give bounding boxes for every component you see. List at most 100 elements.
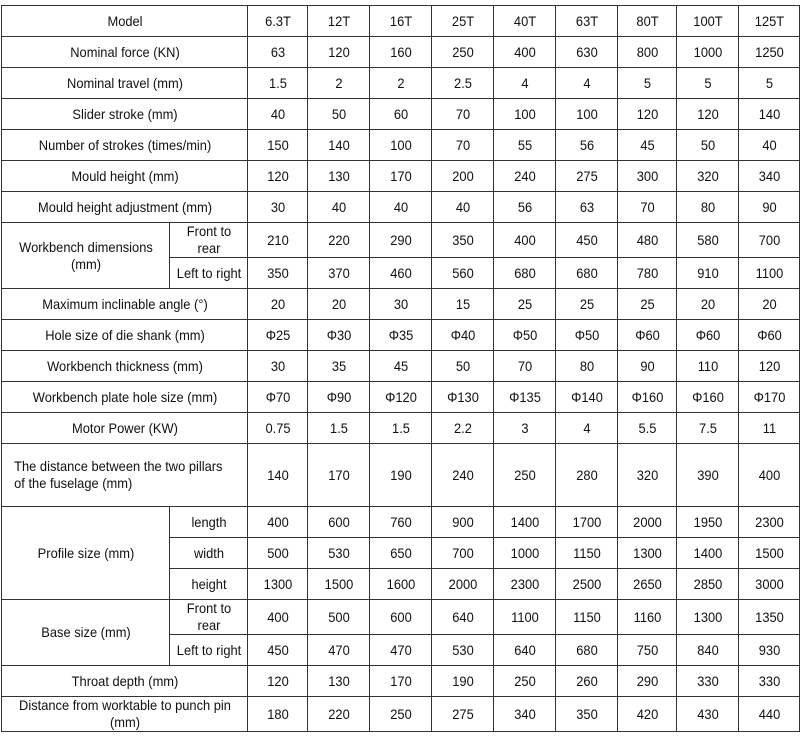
- header-row: Model 6.3T 12T 16T 25T 40T 63T 80T 100T 125T: [2, 5, 800, 37]
- value-cell: 160: [371, 36, 430, 68]
- value-cell: 530: [433, 634, 492, 666]
- model-header: 6.3T: [249, 5, 306, 37]
- value-cell: Φ130: [433, 381, 492, 413]
- value-cell: Φ135: [495, 381, 554, 413]
- spec-row: Workbench thickness (mm) 30 35 45 50 70 80 90 11…: [2, 350, 800, 382]
- value-cell: 70: [495, 350, 554, 382]
- model-header: 12T: [309, 5, 368, 37]
- value-cell: 120: [309, 36, 368, 68]
- value-cell: 680: [495, 257, 554, 289]
- value-cell: 210: [249, 222, 306, 258]
- row-label: Distance from worktable to punch pin (mm…: [10, 696, 239, 732]
- value-cell: 340: [495, 696, 554, 732]
- value-cell: 170: [371, 665, 430, 697]
- value-cell: 760: [371, 506, 430, 538]
- row-label: Maximum inclinable angle (°): [10, 288, 239, 320]
- value-cell: 2.2: [433, 412, 492, 444]
- value-cell: 140: [309, 129, 368, 161]
- value-cell: Φ25: [249, 319, 306, 351]
- value-cell: 650: [371, 537, 430, 569]
- value-cell: 120: [249, 160, 306, 192]
- value-cell: 56: [495, 191, 554, 223]
- spec-table: Model 6.3T 12T 16T 25T 40T 63T 80T 100T 125T Nomin…: [1, 5, 800, 732]
- value-cell: 2.5: [433, 67, 492, 99]
- value-cell: Φ170: [740, 381, 798, 413]
- value-cell: Φ90: [309, 381, 368, 413]
- value-cell: 1.5: [371, 412, 430, 444]
- value-cell: 63: [557, 191, 616, 223]
- value-cell: 275: [433, 696, 492, 732]
- value-cell: 60: [371, 98, 430, 130]
- value-cell: 330: [678, 665, 737, 697]
- spec-row: Number of strokes (times/min) 150 140 100 70…: [2, 129, 800, 161]
- value-cell: 40: [309, 191, 368, 223]
- value-cell: Φ60: [619, 319, 675, 351]
- value-cell: 2000: [433, 568, 492, 600]
- value-cell: 300: [619, 160, 675, 192]
- value-cell: 430: [678, 696, 737, 732]
- value-cell: Φ35: [371, 319, 430, 351]
- value-cell: 5: [678, 67, 737, 99]
- spec-row: Slider stroke (mm) 40 50 60 70 100 100 120 120 14…: [2, 98, 800, 130]
- value-cell: 750: [619, 634, 675, 666]
- value-cell: Φ30: [309, 319, 368, 351]
- value-cell: 1600: [371, 568, 430, 600]
- value-cell: 180: [249, 696, 306, 732]
- value-cell: 40: [740, 129, 798, 161]
- spec-row: Throat depth (mm) 120 130 170 190 250 260 290 33…: [2, 665, 800, 697]
- value-cell: 320: [678, 160, 737, 192]
- spec-subrow: Workbench dimensions (mm) Front to rear 21…: [2, 222, 800, 289]
- value-cell: 150: [249, 129, 306, 161]
- value-cell: 100: [371, 129, 430, 161]
- model-header: 40T: [495, 5, 554, 37]
- value-cell: 780: [619, 257, 675, 289]
- value-cell: 580: [678, 222, 737, 258]
- value-cell: 30: [249, 350, 306, 382]
- value-cell: Φ60: [678, 319, 737, 351]
- value-cell: 45: [371, 350, 430, 382]
- model-header: 25T: [433, 5, 492, 37]
- row-label: Nominal travel (mm): [10, 67, 239, 99]
- value-cell: 500: [309, 599, 368, 635]
- value-cell: 470: [309, 634, 368, 666]
- value-cell: 5.5: [619, 412, 675, 444]
- row-label: Hole size of die shank (mm): [10, 319, 239, 351]
- value-cell: 450: [249, 634, 306, 666]
- value-cell: Φ120: [371, 381, 430, 413]
- value-cell: 7.5: [678, 412, 737, 444]
- header-label: Model: [10, 5, 239, 37]
- value-cell: 1150: [557, 537, 616, 569]
- value-cell: 1950: [678, 506, 737, 538]
- group-label: Profile size (mm): [7, 506, 164, 600]
- value-cell: 680: [557, 257, 616, 289]
- value-cell: Φ40: [433, 319, 492, 351]
- spec-row: Nominal force (KN) 63 120 160 250 400 630 800 10…: [2, 36, 800, 68]
- value-cell: 220: [309, 222, 368, 258]
- spec-subrow: Left to right 350 370 460 560 680 680 780 910 110…: [2, 257, 800, 289]
- value-cell: 0.75: [249, 412, 306, 444]
- value-cell: 25: [557, 288, 616, 320]
- value-cell: 350: [433, 222, 492, 258]
- value-cell: 250: [433, 36, 492, 68]
- value-cell: 910: [678, 257, 737, 289]
- value-cell: 90: [619, 350, 675, 382]
- spec-subrow: Left to right 450 470 470 530 640 680 750 840 930: [2, 634, 800, 666]
- value-cell: 240: [433, 443, 492, 507]
- table-body: Model 6.3T 12T 16T 25T 40T 63T 80T 100T 125T Nomin…: [2, 5, 800, 732]
- value-cell: 5: [740, 67, 798, 99]
- value-cell: 630: [557, 36, 616, 68]
- value-cell: 1300: [249, 568, 306, 600]
- value-cell: 390: [678, 443, 737, 507]
- value-cell: 370: [309, 257, 368, 289]
- row-label: The distance between the two pillars of …: [10, 443, 239, 507]
- value-cell: 400: [495, 36, 554, 68]
- value-cell: 1250: [740, 36, 798, 68]
- subrow-label: length: [172, 506, 245, 538]
- value-cell: 140: [249, 443, 306, 507]
- value-cell: 250: [371, 696, 430, 732]
- value-cell: 260: [557, 665, 616, 697]
- value-cell: 20: [740, 288, 798, 320]
- row-label: Mould height adjustment (mm): [10, 191, 239, 223]
- value-cell: 20: [249, 288, 306, 320]
- value-cell: 440: [740, 696, 798, 732]
